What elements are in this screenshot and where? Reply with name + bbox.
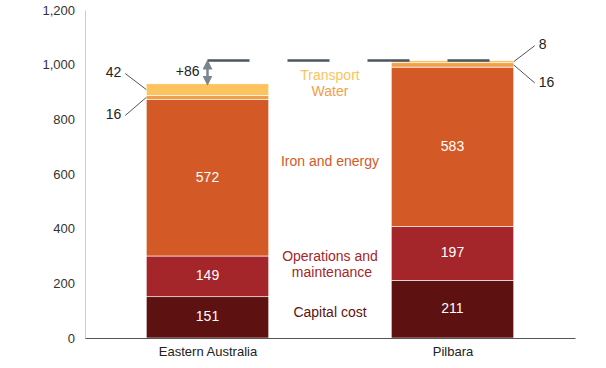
data-label: 8 xyxy=(539,36,547,52)
chart: 0 200 400 600 800 1,000 1,200 Eastern Australia… xyxy=(0,0,606,368)
data-labels: 42 16 572 149 151 8 16 583 197 211 xyxy=(106,36,555,324)
bar-segment xyxy=(146,100,269,256)
series-labels: Capital cost Operations and maintenance Ir… xyxy=(281,66,379,320)
y-tick: 400 xyxy=(53,221,85,236)
data-label: 197 xyxy=(441,244,465,260)
y-axis: 0 200 400 600 800 1,000 1,200 xyxy=(42,3,85,346)
y-axis-line xyxy=(85,11,86,339)
bar-segment xyxy=(391,280,514,338)
y-tick: 1,000 xyxy=(42,57,85,72)
leader-line xyxy=(514,46,535,62)
y-tick: 800 xyxy=(53,112,85,127)
bar-segment xyxy=(391,63,514,67)
bar-segment xyxy=(146,95,269,99)
x-tick: Pilbara xyxy=(433,338,474,359)
x-axis: Eastern Australia Pilbara xyxy=(86,338,576,359)
series-label: Transport xyxy=(300,66,360,82)
data-label: 151 xyxy=(196,308,220,324)
y-tick-label: 0 xyxy=(68,331,75,346)
y-tick-label: 800 xyxy=(53,112,75,127)
y-tick-label: 1,000 xyxy=(42,57,75,72)
bar-segment xyxy=(146,256,269,297)
annotation: +86 xyxy=(176,63,200,79)
series-label-line: Transport xyxy=(300,66,360,82)
series-label-line: Water xyxy=(312,82,349,98)
series-label-line: Iron and energy xyxy=(281,153,379,169)
x-axis-line xyxy=(86,338,576,339)
y-tick-label: 1,200 xyxy=(42,3,75,18)
bars xyxy=(146,61,514,338)
data-label: 16 xyxy=(106,106,122,122)
series-label-line: Capital cost xyxy=(293,304,366,320)
series-label: Water xyxy=(312,82,349,98)
series-label: Operations and maintenance xyxy=(282,248,378,280)
leader-line xyxy=(125,97,146,115)
series-label: Capital cost xyxy=(293,304,366,320)
y-tick-label: 400 xyxy=(53,221,75,236)
reference-line xyxy=(208,59,514,62)
data-label: 16 xyxy=(539,74,555,90)
y-tick: 200 xyxy=(53,276,85,291)
y-tick: 600 xyxy=(53,167,85,182)
series-label-line: Operations and xyxy=(282,248,378,264)
bar-segment xyxy=(391,67,514,226)
data-label: 149 xyxy=(196,267,220,283)
data-label: 572 xyxy=(196,169,220,185)
x-tick: Eastern Australia xyxy=(159,338,258,359)
y-tick-label: 200 xyxy=(53,276,75,291)
leader-line xyxy=(514,65,535,83)
series-label-line: maintenance xyxy=(288,264,372,280)
data-label: 42 xyxy=(106,64,122,80)
x-tick-label: Pilbara xyxy=(433,344,474,359)
data-label: 583 xyxy=(441,138,465,154)
y-tick: 1,200 xyxy=(42,3,85,18)
data-label: 211 xyxy=(441,300,464,316)
bar-segment xyxy=(146,297,269,338)
x-tick-label: Eastern Australia xyxy=(159,344,258,359)
difference-arrow xyxy=(206,65,209,81)
bar-segment xyxy=(146,84,269,95)
y-tick-label: 600 xyxy=(53,167,75,182)
leader-line xyxy=(125,74,146,90)
y-tick: 0 xyxy=(68,331,85,346)
series-label: Iron and energy xyxy=(281,153,379,169)
bar-segment xyxy=(391,226,514,280)
